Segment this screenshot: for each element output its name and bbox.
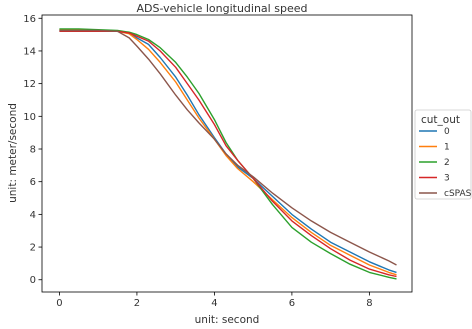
series-line-1: [59, 29, 397, 276]
x-tick-label: 6: [289, 298, 295, 309]
y-tick-label: 16: [23, 14, 36, 25]
x-tick-label: 2: [134, 298, 140, 309]
series-line-3: [59, 30, 397, 278]
series-line-2: [59, 28, 397, 280]
legend-label-cspas: cSPAS: [444, 189, 472, 199]
series-lines: [59, 28, 397, 280]
legend: cut_out 0 1 2 3 cSPAS: [414, 109, 472, 200]
x-tick-label: 4: [211, 298, 217, 309]
y-tick-label: 4: [30, 210, 36, 221]
legend-label-3: 3: [444, 174, 450, 184]
y-tick-label: 8: [30, 145, 36, 156]
y-tick-label: 10: [23, 112, 36, 123]
y-tick-label: 2: [30, 243, 36, 254]
y-axis-label: unit: meter/second: [7, 103, 19, 203]
legend-items: 0 1 2 3 cSPAS: [419, 127, 472, 199]
series-line-cspas: [59, 29, 397, 266]
x-tick-label: 8: [366, 298, 372, 309]
legend-label-0: 0: [444, 127, 450, 137]
x-axis-label: unit: second: [195, 314, 260, 326]
legend-title: cut_out: [421, 114, 460, 126]
y-axis: 0 2 4 6 8 10 12 14 16: [23, 14, 42, 286]
x-axis: 0 2 4 6 8: [56, 292, 373, 309]
y-tick-label: 0: [30, 275, 36, 286]
x-tick-label: 0: [56, 298, 62, 309]
legend-label-1: 1: [444, 143, 450, 153]
legend-label-2: 2: [444, 158, 450, 168]
y-tick-label: 14: [23, 46, 36, 57]
chart-title: ADS-vehicle longitudinal speed: [137, 2, 308, 15]
series-line-0: [59, 29, 397, 274]
y-tick-label: 12: [23, 79, 36, 90]
plot-frame: [41, 14, 413, 293]
y-tick-label: 6: [30, 177, 36, 188]
